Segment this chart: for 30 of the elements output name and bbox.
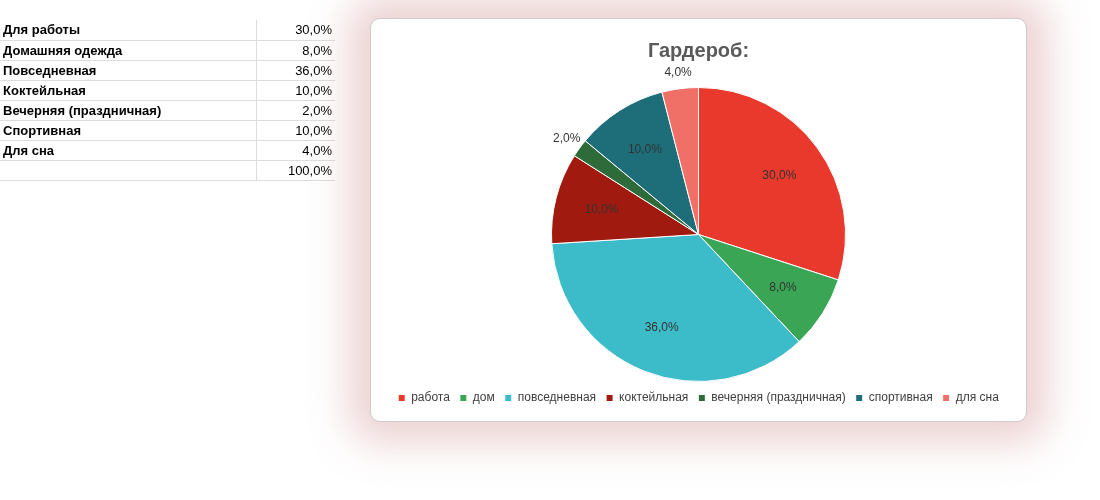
text: 30,0%	[295, 22, 332, 38]
text: 2,0%	[302, 102, 332, 118]
data-label: 2,0%	[552, 131, 581, 145]
data-label: 10,0%	[584, 201, 620, 216]
category-label: Коктейльная	[0, 80, 257, 100]
category-label: Для работы	[0, 20, 257, 40]
chart-title: Гардероб:	[647, 38, 750, 61]
data-label: 8,0%	[769, 280, 797, 295]
text: 8,0%	[302, 42, 332, 58]
category-label: Домашняя одежда	[0, 40, 257, 60]
text: 10,0%	[295, 122, 332, 138]
category-label: Спортивная	[0, 120, 257, 140]
data-label: 4,0%	[664, 65, 693, 80]
text: 100,0%	[287, 162, 332, 178]
legend-label: дом	[472, 390, 495, 405]
text: 36,0%	[295, 62, 332, 78]
data-label: 36,0%	[644, 319, 680, 334]
category-label: Повседневная	[0, 60, 257, 80]
text: 4,0%	[302, 142, 332, 158]
legend-label: работа	[411, 390, 451, 405]
legend-label: вечерняя (праздничная)	[711, 390, 846, 405]
category-label: Для сна	[0, 140, 257, 160]
category-label: Вечерняя (праздничная)	[0, 100, 257, 120]
data-label: 30,0%	[762, 168, 797, 183]
legend-label: коктейльная	[619, 390, 689, 405]
legend-label: для сна	[955, 390, 1000, 405]
legend-label: спортивная	[868, 390, 933, 405]
text: 10,0%	[295, 82, 332, 98]
legend-label: повседневная	[517, 390, 597, 405]
data-label: 10,0%	[627, 142, 663, 157]
